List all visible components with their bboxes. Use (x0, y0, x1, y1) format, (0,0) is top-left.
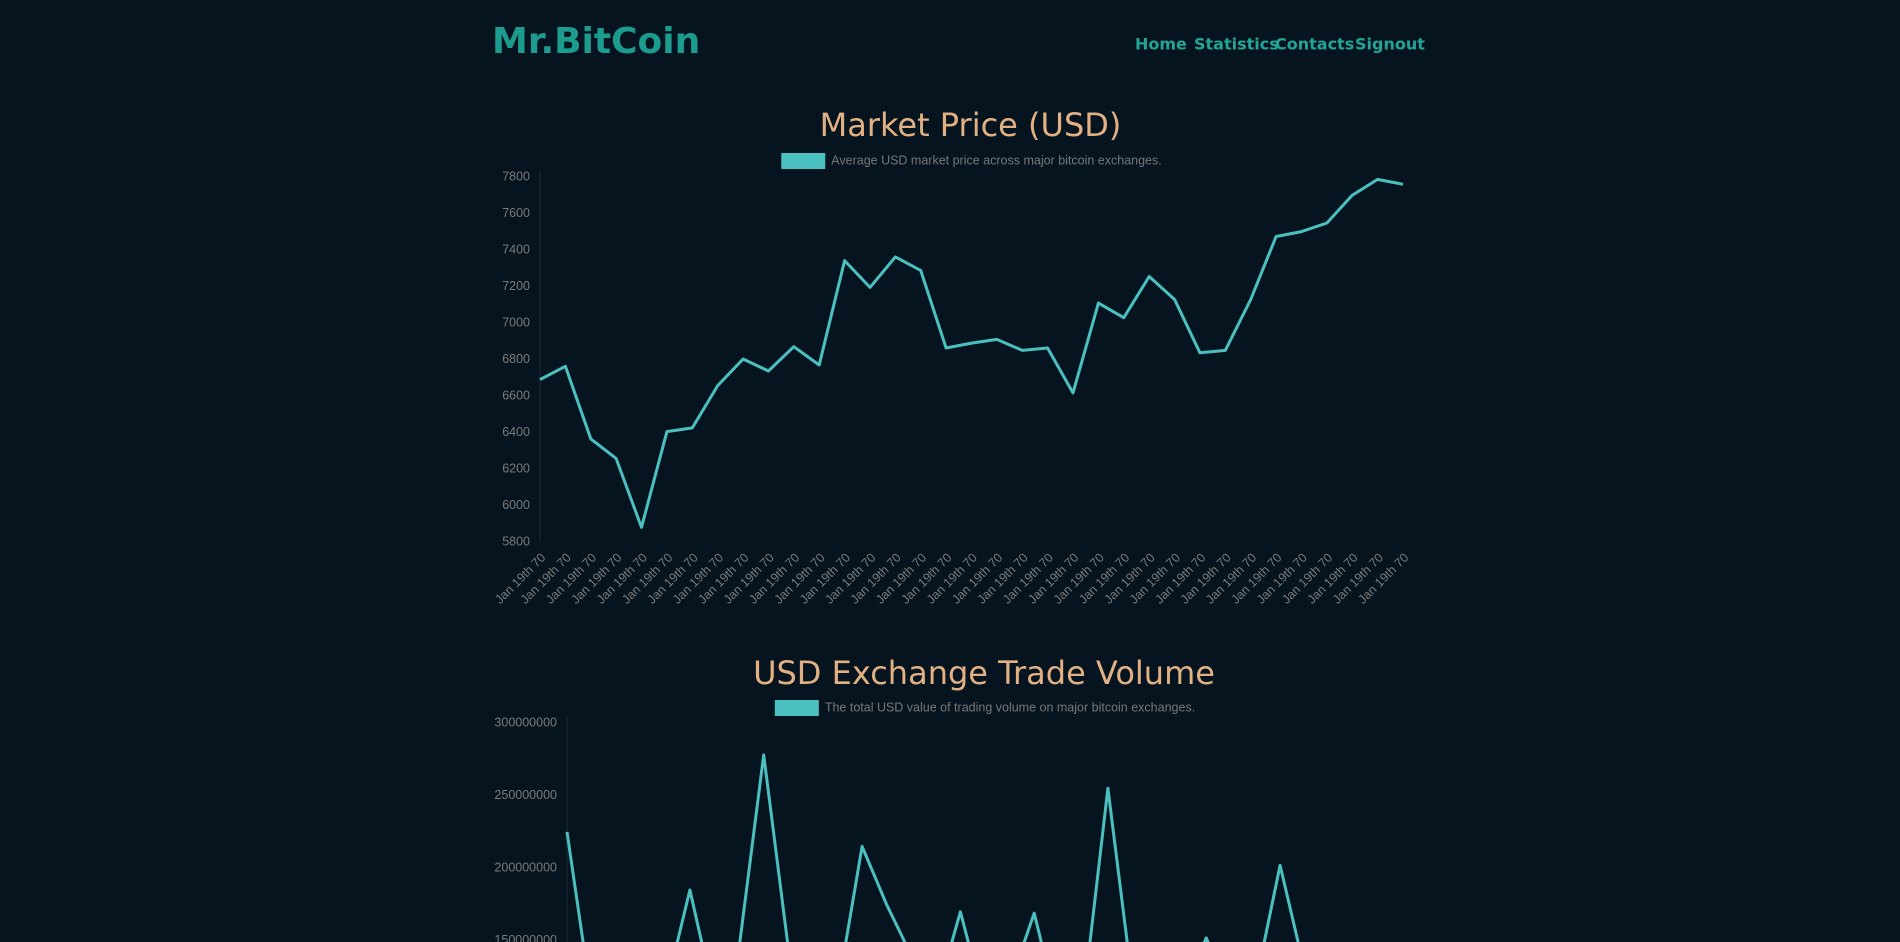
y-tick-label: 200000000 (494, 860, 557, 874)
nav-link[interactable]: Signout (1355, 35, 1425, 54)
chart-title: Market Price (USD) (820, 106, 1122, 144)
y-tick-label: 150000000 (494, 933, 557, 942)
legend-swatch (781, 153, 826, 169)
y-tick-label: 6400 (502, 425, 530, 439)
nav-link[interactable]: Statistics (1194, 35, 1279, 54)
legend-swatch (774, 700, 819, 716)
y-tick-label: 7800 (502, 169, 530, 183)
y-tick-label: 250000000 (494, 788, 557, 802)
data-line (539, 177, 1404, 529)
y-tick-label: 7000 (502, 315, 530, 329)
y-tick-label: 300000000 (494, 715, 557, 729)
y-tick-label: 6600 (502, 388, 530, 402)
chart-title: USD Exchange Trade Volume (753, 654, 1215, 692)
data-line (565, 753, 1300, 942)
y-tick-label: 6200 (502, 461, 530, 475)
y-tick-label: 7400 (502, 242, 530, 256)
y-tick-label: 6800 (502, 352, 530, 366)
y-tick-label: 5800 (502, 534, 530, 548)
legend-label: Average USD market price across major bi… (831, 153, 1161, 167)
y-tick-label: 7600 (502, 206, 530, 220)
y-tick-label: 7200 (502, 279, 530, 293)
nav-link[interactable]: Contacts (1275, 35, 1354, 54)
nav-link[interactable]: Home (1135, 35, 1187, 54)
logo[interactable]: Mr.BitCoin (492, 21, 700, 62)
y-tick-label: 6000 (502, 498, 530, 512)
legend-label: The total USD value of trading volume on… (825, 700, 1195, 714)
